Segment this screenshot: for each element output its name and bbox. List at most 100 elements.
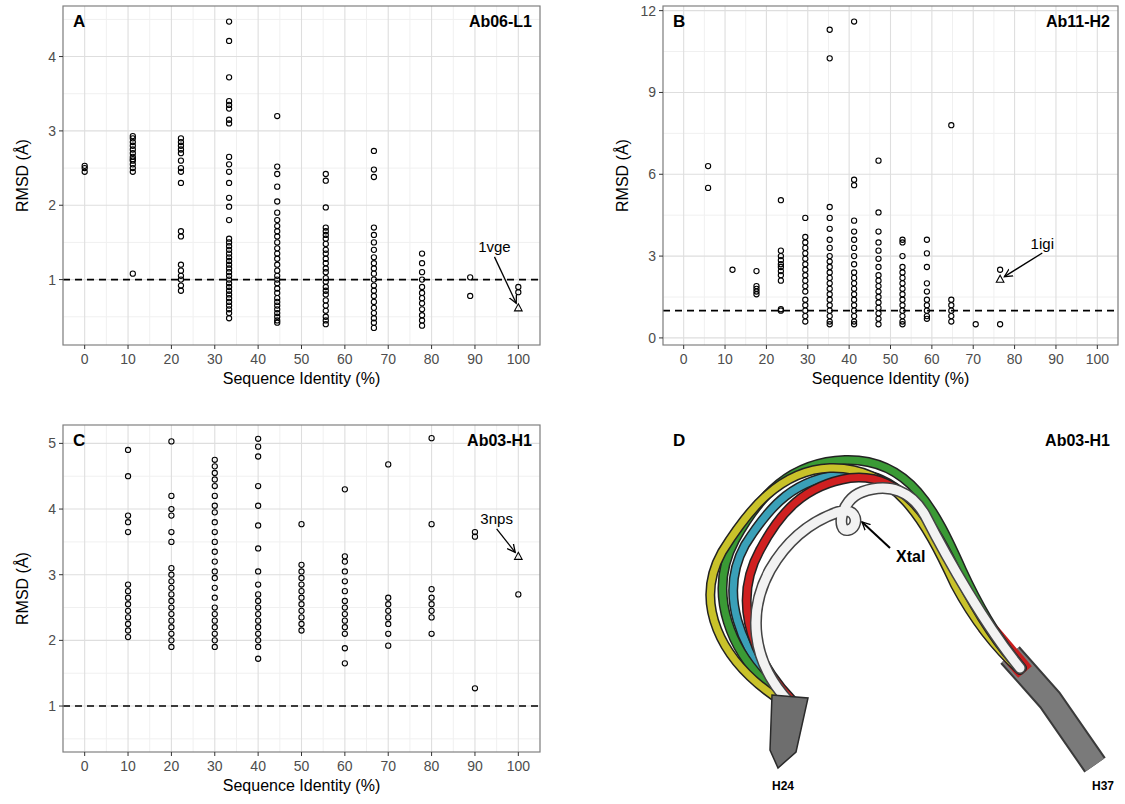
point bbox=[803, 234, 808, 239]
minor-grid bbox=[366, 425, 367, 752]
point bbox=[924, 289, 929, 294]
point bbox=[852, 177, 857, 182]
point bbox=[827, 226, 832, 231]
point bbox=[256, 644, 261, 649]
tick-mark bbox=[683, 345, 684, 349]
point bbox=[419, 301, 424, 306]
axis-title: Sequence Identity (%) bbox=[812, 370, 969, 387]
tick-mark bbox=[807, 345, 808, 349]
point bbox=[130, 133, 135, 138]
minor-grid bbox=[869, 6, 870, 345]
tick-label: 40 bbox=[250, 758, 266, 774]
point bbox=[342, 625, 347, 630]
point bbox=[730, 267, 735, 272]
grid-line bbox=[724, 6, 725, 345]
tick-mark bbox=[1014, 345, 1015, 349]
point bbox=[924, 308, 929, 313]
grid-line bbox=[258, 425, 259, 752]
minor-grid bbox=[745, 6, 746, 345]
grid-line bbox=[890, 6, 891, 345]
point bbox=[299, 522, 304, 527]
point bbox=[371, 225, 376, 230]
tick-label: 40 bbox=[841, 351, 857, 367]
axis-title: Sequence Identity (%) bbox=[223, 370, 380, 387]
point bbox=[803, 256, 808, 261]
tick-mark bbox=[659, 174, 663, 175]
point bbox=[419, 323, 424, 328]
point bbox=[371, 240, 376, 245]
minor-grid bbox=[279, 425, 280, 752]
point bbox=[852, 313, 857, 318]
point bbox=[803, 273, 808, 278]
point bbox=[178, 234, 183, 239]
point bbox=[212, 595, 217, 600]
point bbox=[827, 313, 832, 318]
point bbox=[386, 615, 391, 620]
tick-label: 70 bbox=[380, 351, 396, 367]
panel-label: B bbox=[673, 12, 685, 31]
tick-mark bbox=[659, 256, 663, 257]
point bbox=[226, 180, 231, 185]
point bbox=[125, 529, 130, 534]
tick-label: 80 bbox=[1007, 351, 1023, 367]
point bbox=[82, 163, 87, 168]
point bbox=[949, 313, 954, 318]
data-layer bbox=[63, 436, 540, 707]
tick-label: 80 bbox=[424, 758, 440, 774]
tick-mark bbox=[59, 443, 63, 444]
point bbox=[299, 589, 304, 594]
minor-grid bbox=[1035, 6, 1036, 345]
point bbox=[125, 634, 130, 639]
tick-label: 90 bbox=[467, 758, 483, 774]
point bbox=[178, 229, 183, 234]
tick-mark bbox=[388, 752, 389, 756]
point bbox=[212, 503, 217, 508]
panel-title: Ab11-H2 bbox=[1046, 13, 1110, 30]
grid-line bbox=[388, 425, 389, 752]
triangle-point bbox=[515, 304, 523, 311]
point bbox=[342, 598, 347, 603]
point bbox=[342, 579, 347, 584]
point bbox=[275, 256, 280, 261]
tick-label: 4 bbox=[48, 501, 56, 517]
point bbox=[226, 19, 231, 24]
tick-mark bbox=[344, 345, 345, 349]
point bbox=[169, 585, 174, 590]
annotation: 3nps bbox=[480, 510, 513, 527]
point bbox=[900, 253, 905, 258]
point bbox=[949, 297, 954, 302]
tick-label: 100 bbox=[1086, 351, 1110, 367]
point bbox=[803, 297, 808, 302]
tick-mark bbox=[59, 279, 63, 280]
minor-grid bbox=[911, 6, 912, 345]
grid-line bbox=[1097, 6, 1098, 345]
point bbox=[212, 470, 217, 475]
tick-label: 0 bbox=[648, 330, 656, 346]
point bbox=[256, 483, 261, 488]
grid-line bbox=[663, 10, 1118, 11]
point bbox=[419, 261, 424, 266]
tick-label: 50 bbox=[294, 351, 310, 367]
tick-label: 70 bbox=[380, 758, 396, 774]
point bbox=[876, 248, 881, 253]
tick-label: 3 bbox=[48, 567, 56, 583]
grid-line bbox=[63, 508, 540, 509]
ribbon-loop bbox=[747, 477, 1020, 700]
point bbox=[299, 562, 304, 567]
point bbox=[900, 286, 905, 291]
panel-label: D bbox=[673, 431, 685, 450]
panel: 1igi0102030405060708090100036912Sequence… bbox=[613, 3, 1119, 387]
point bbox=[299, 628, 304, 633]
tick-label: 70 bbox=[965, 351, 981, 367]
point bbox=[900, 297, 905, 302]
point bbox=[852, 292, 857, 297]
point bbox=[876, 210, 881, 215]
point bbox=[226, 195, 231, 200]
point bbox=[212, 605, 217, 610]
point bbox=[876, 283, 881, 288]
plot-background bbox=[63, 6, 540, 345]
point bbox=[803, 308, 808, 313]
point bbox=[468, 275, 473, 280]
point bbox=[125, 608, 130, 613]
point bbox=[386, 462, 391, 467]
